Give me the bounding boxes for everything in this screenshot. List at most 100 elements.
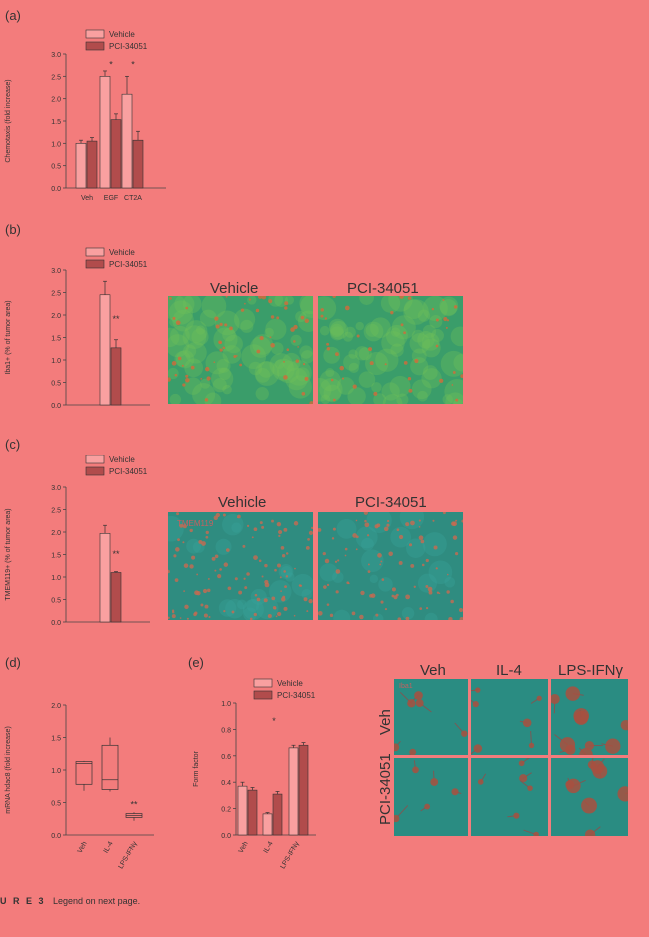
stained-cell xyxy=(360,590,365,596)
stained-cell xyxy=(286,348,290,352)
stained-cell xyxy=(302,362,306,366)
micrograph-c-pci xyxy=(318,512,463,620)
stained-cell xyxy=(339,365,345,371)
stained-cell xyxy=(442,298,445,302)
tissue-texture xyxy=(319,325,330,336)
stained-cell xyxy=(306,610,309,613)
stained-cell xyxy=(366,534,370,537)
tissue-texture xyxy=(204,392,222,404)
stained-cell xyxy=(346,581,350,585)
stained-cell xyxy=(329,613,334,618)
x-tick-label: IL-4 xyxy=(103,840,115,854)
tissue-texture xyxy=(319,378,343,402)
y-tick-label: 1.0 xyxy=(51,358,61,365)
stained-cell xyxy=(455,519,458,522)
stained-cell xyxy=(428,590,433,595)
tissue-texture xyxy=(421,368,442,389)
microglia-cell xyxy=(536,695,542,701)
stained-cell xyxy=(341,377,345,380)
stained-cell xyxy=(309,401,313,404)
tissue-texture xyxy=(300,296,313,318)
stained-cell xyxy=(384,363,387,366)
stained-cell xyxy=(344,554,347,557)
stained-cell xyxy=(300,315,305,320)
image-c-title-pci: PCI-34051 xyxy=(355,494,427,511)
stained-cell xyxy=(277,563,281,568)
stained-cell xyxy=(179,523,184,528)
stained-cell xyxy=(174,373,178,377)
stained-cell xyxy=(368,347,373,352)
y-tick-label: 1.0 xyxy=(51,141,61,148)
stained-cell xyxy=(264,563,268,568)
y-tick-label: 1.5 xyxy=(51,553,61,560)
y-tick-label: 0.5 xyxy=(51,801,61,808)
micrograph-e-pci-il4 xyxy=(471,758,548,836)
stained-cell xyxy=(324,317,328,320)
stained-cell xyxy=(391,587,396,592)
x-tick-label: CT2A xyxy=(124,195,142,202)
y-tick-label: 2.0 xyxy=(51,97,61,104)
microglia-cell xyxy=(430,778,439,786)
stained-cell xyxy=(438,592,441,595)
y-axis-label: mRNA hdac8 (fold increase) xyxy=(5,726,12,814)
tissue-texture xyxy=(409,333,431,354)
image-e-col-lps: LPS-IFNγ xyxy=(558,662,624,679)
stained-cell xyxy=(420,539,425,544)
stained-cell xyxy=(352,384,357,389)
image-background xyxy=(471,758,548,836)
bar-vehicle xyxy=(75,143,87,189)
stained-cell xyxy=(219,348,223,352)
tissue-texture xyxy=(185,320,208,343)
tissue-texture xyxy=(361,537,374,551)
stained-cell xyxy=(200,603,204,607)
stained-cell xyxy=(351,611,356,616)
microglia-cell xyxy=(528,742,535,749)
stained-cell xyxy=(259,335,264,341)
tissue-texture xyxy=(318,296,337,321)
microglia-cell xyxy=(424,803,431,810)
tissue-texture xyxy=(355,526,378,549)
stained-cell xyxy=(308,599,313,604)
microglia-cell xyxy=(551,694,560,705)
microglia-cell xyxy=(473,744,483,753)
stained-cell xyxy=(435,344,439,348)
legend-label-pci: PCI-34051 xyxy=(109,467,148,476)
stained-cell xyxy=(408,388,413,393)
tissue-texture xyxy=(422,296,448,321)
y-tick-label: 0.8 xyxy=(221,727,231,734)
stained-cell xyxy=(335,590,339,594)
tissue-texture xyxy=(319,563,338,582)
stained-cell xyxy=(320,308,325,312)
stained-cell xyxy=(206,376,211,381)
microglia-cell xyxy=(581,797,597,814)
stained-cell xyxy=(386,523,390,527)
tissue-texture xyxy=(359,296,374,305)
stained-cell xyxy=(294,567,296,570)
image-b-title-pci: PCI-34051 xyxy=(347,280,419,297)
bar-pci xyxy=(272,793,283,836)
tissue-texture xyxy=(241,344,267,370)
x-tick-label: IL-4 xyxy=(263,840,275,854)
tissue-texture xyxy=(224,334,243,354)
tissue-texture xyxy=(290,334,302,346)
stained-cell xyxy=(275,615,278,618)
tissue-texture xyxy=(272,358,295,381)
microglia-cell xyxy=(461,730,468,737)
stained-cell xyxy=(243,577,246,580)
tissue-texture xyxy=(215,538,232,555)
legend-swatch-pci xyxy=(85,466,105,476)
stained-cell xyxy=(269,336,272,339)
stained-cell xyxy=(443,317,448,322)
tissue-texture xyxy=(389,375,411,397)
stained-cell xyxy=(168,377,171,382)
tissue-texture xyxy=(422,365,438,380)
stained-cell xyxy=(214,554,219,559)
stained-cell xyxy=(432,519,435,522)
y-tick-label: 1.0 xyxy=(51,768,61,775)
stained-cell xyxy=(332,398,336,402)
stained-cell xyxy=(181,364,184,367)
bar-vehicle xyxy=(99,533,111,623)
tissue-texture xyxy=(201,296,227,319)
stained-cell xyxy=(393,595,398,600)
tissue-texture xyxy=(191,328,209,346)
